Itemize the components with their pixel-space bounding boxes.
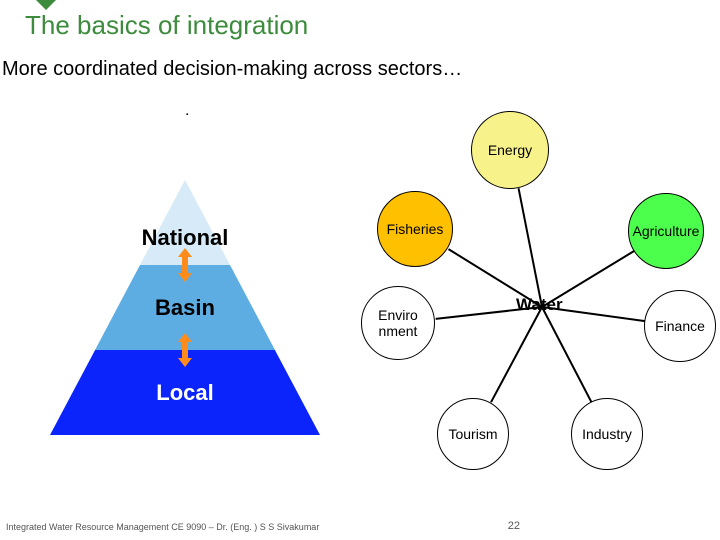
network-node: Industry	[571, 398, 643, 470]
page-title: The basics of integration	[25, 10, 308, 41]
network-node: Finance	[644, 290, 716, 362]
footer-text: Integrated Water Resource Management CE …	[6, 522, 319, 532]
network-node: Agriculture	[628, 193, 704, 269]
network-spoke	[518, 188, 543, 307]
pyramid-label-basin: Basin	[155, 295, 215, 321]
network-node: Enviro nment	[361, 286, 435, 360]
double-arrow-icon	[178, 248, 192, 282]
network-node: Energy	[471, 111, 549, 189]
network-node: Tourism	[437, 398, 509, 470]
network-node: Fisheries	[377, 191, 453, 267]
network-spoke	[541, 250, 635, 308]
network-spoke	[490, 307, 543, 403]
network-spoke	[541, 307, 592, 403]
double-arrow-icon	[178, 333, 192, 367]
decorative-dot: .	[185, 102, 189, 120]
sector-network-diagram: Water EnergyAgricultureFinanceIndustryTo…	[345, 120, 715, 490]
pyramid-label-local: Local	[156, 380, 213, 406]
pyramid-diagram: National Basin Local	[50, 180, 320, 435]
title-bookmark-icon	[36, 0, 56, 10]
page-subtitle: More coordinated decision-making across …	[2, 58, 462, 81]
network-spoke	[448, 248, 543, 308]
page-number: 22	[508, 520, 520, 532]
